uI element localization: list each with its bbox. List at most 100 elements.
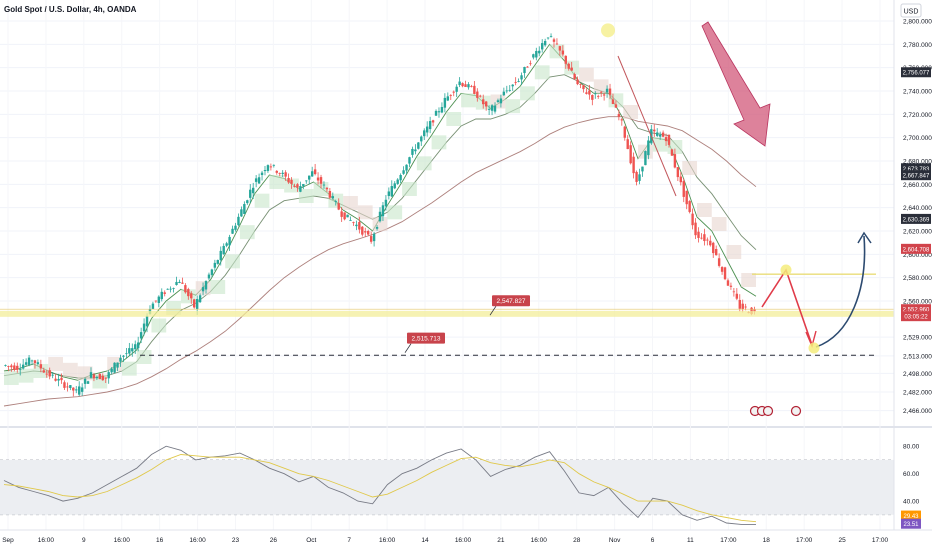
rsi-tick-label: 60.00 — [903, 471, 920, 478]
rsi-axis[interactable]: 80.00 60.00 40.00 — [903, 444, 920, 506]
candle-body — [198, 295, 202, 303]
economic-events[interactable] — [749, 405, 802, 417]
price-tag-label: 2,630.369 — [903, 217, 930, 223]
rebound-curve — [815, 235, 866, 348]
time-tick-label: 16:00 — [189, 537, 206, 544]
price-tick-label: 2,780.000 — [903, 42, 932, 49]
candle-body — [219, 250, 222, 261]
time-tick-label: 23 — [232, 537, 240, 544]
candle-body — [337, 203, 340, 210]
candle-body — [744, 306, 747, 308]
candle-body — [697, 231, 700, 238]
candle-body — [632, 156, 635, 174]
trend-box — [697, 203, 712, 217]
candle-body — [434, 110, 438, 116]
candle-body — [717, 258, 721, 266]
price-callout-label: 2,547.827 — [497, 298, 526, 305]
candle-body — [296, 184, 299, 188]
candle-body — [19, 369, 22, 370]
candle-body — [723, 267, 727, 280]
candle-body — [119, 357, 122, 362]
time-tick-label: 28 — [573, 537, 581, 544]
time-tick-label: 18 — [763, 537, 771, 544]
candle-body — [573, 74, 576, 80]
trend-box — [461, 93, 476, 108]
candle-body — [290, 179, 293, 184]
candle-body — [384, 199, 388, 207]
candle-body — [352, 222, 355, 224]
candle-body — [21, 364, 25, 369]
price-callout[interactable] — [407, 332, 445, 344]
candle-body — [461, 83, 464, 87]
trend-box — [48, 357, 63, 371]
trend-box — [579, 67, 594, 82]
price-tick-label: 2,620.000 — [903, 229, 932, 236]
candle-body — [251, 187, 255, 194]
rsi-tick-label: 80.00 — [903, 444, 920, 451]
candle-body — [24, 362, 28, 365]
trend-box — [4, 371, 19, 385]
candle-body — [732, 291, 736, 293]
candle-body — [467, 84, 470, 88]
candle-body — [617, 114, 621, 117]
candle-body — [98, 373, 102, 380]
rsi-value-tag — [901, 510, 921, 521]
main-pane[interactable] — [0, 0, 894, 420]
candle-body — [543, 40, 547, 46]
candle-body — [13, 365, 16, 370]
price-callout[interactable] — [492, 295, 530, 307]
candle-body — [679, 176, 682, 183]
us-flag-icon[interactable] — [790, 405, 802, 417]
candle-body — [260, 172, 264, 176]
time-tick-label: Nov — [609, 537, 621, 544]
candle-body — [502, 91, 506, 96]
time-axis[interactable]: Sep 16:00 9 16:00 16 16:00 23 26 Oct 7 16:00 14 16:0… — [2, 537, 888, 544]
time-tick-label: 16 — [156, 537, 164, 544]
trend-box — [313, 182, 329, 196]
candle-body — [181, 282, 184, 284]
candle-body — [172, 287, 175, 289]
price-tick-label: 2,466.000 — [903, 408, 932, 415]
trend-box — [416, 156, 432, 171]
candle-body — [599, 91, 603, 93]
candle-body — [487, 108, 491, 110]
candle-body — [151, 303, 155, 309]
candle-body — [493, 105, 497, 112]
candle-body — [284, 172, 287, 177]
candle-body — [602, 94, 606, 96]
candle-body — [7, 366, 10, 367]
currency-label[interactable]: USD — [904, 9, 919, 16]
candle-body — [39, 364, 43, 369]
candle-body — [464, 84, 467, 88]
candle-body — [299, 186, 302, 192]
us-flag-icon[interactable] — [762, 405, 774, 417]
candle-body — [166, 288, 169, 290]
candle-body — [193, 299, 196, 308]
rsi-zone — [0, 459, 894, 515]
currency-button[interactable]: USD — [900, 3, 922, 18]
candle-body — [322, 184, 326, 186]
candle-body — [405, 164, 408, 171]
candle-body — [30, 360, 34, 362]
trend-box — [726, 245, 742, 259]
candle-body — [440, 107, 444, 113]
price-tag — [901, 304, 931, 315]
callout-leader — [404, 343, 412, 353]
candle-body — [608, 88, 612, 95]
price-callout-label: 2,515.713 — [412, 336, 441, 343]
candle-body — [157, 296, 161, 303]
candle-body — [367, 230, 370, 235]
candle-body — [420, 136, 423, 142]
candle-body — [89, 372, 93, 378]
candle-body — [706, 239, 709, 241]
candle-body — [387, 191, 391, 196]
candle-body — [145, 315, 149, 327]
candle-body — [75, 389, 78, 391]
price-tag — [901, 163, 931, 174]
candle-body — [670, 149, 674, 156]
price-tag — [901, 213, 931, 224]
candle-body — [302, 183, 305, 187]
candle-body — [529, 63, 532, 65]
candle-body — [69, 385, 72, 389]
